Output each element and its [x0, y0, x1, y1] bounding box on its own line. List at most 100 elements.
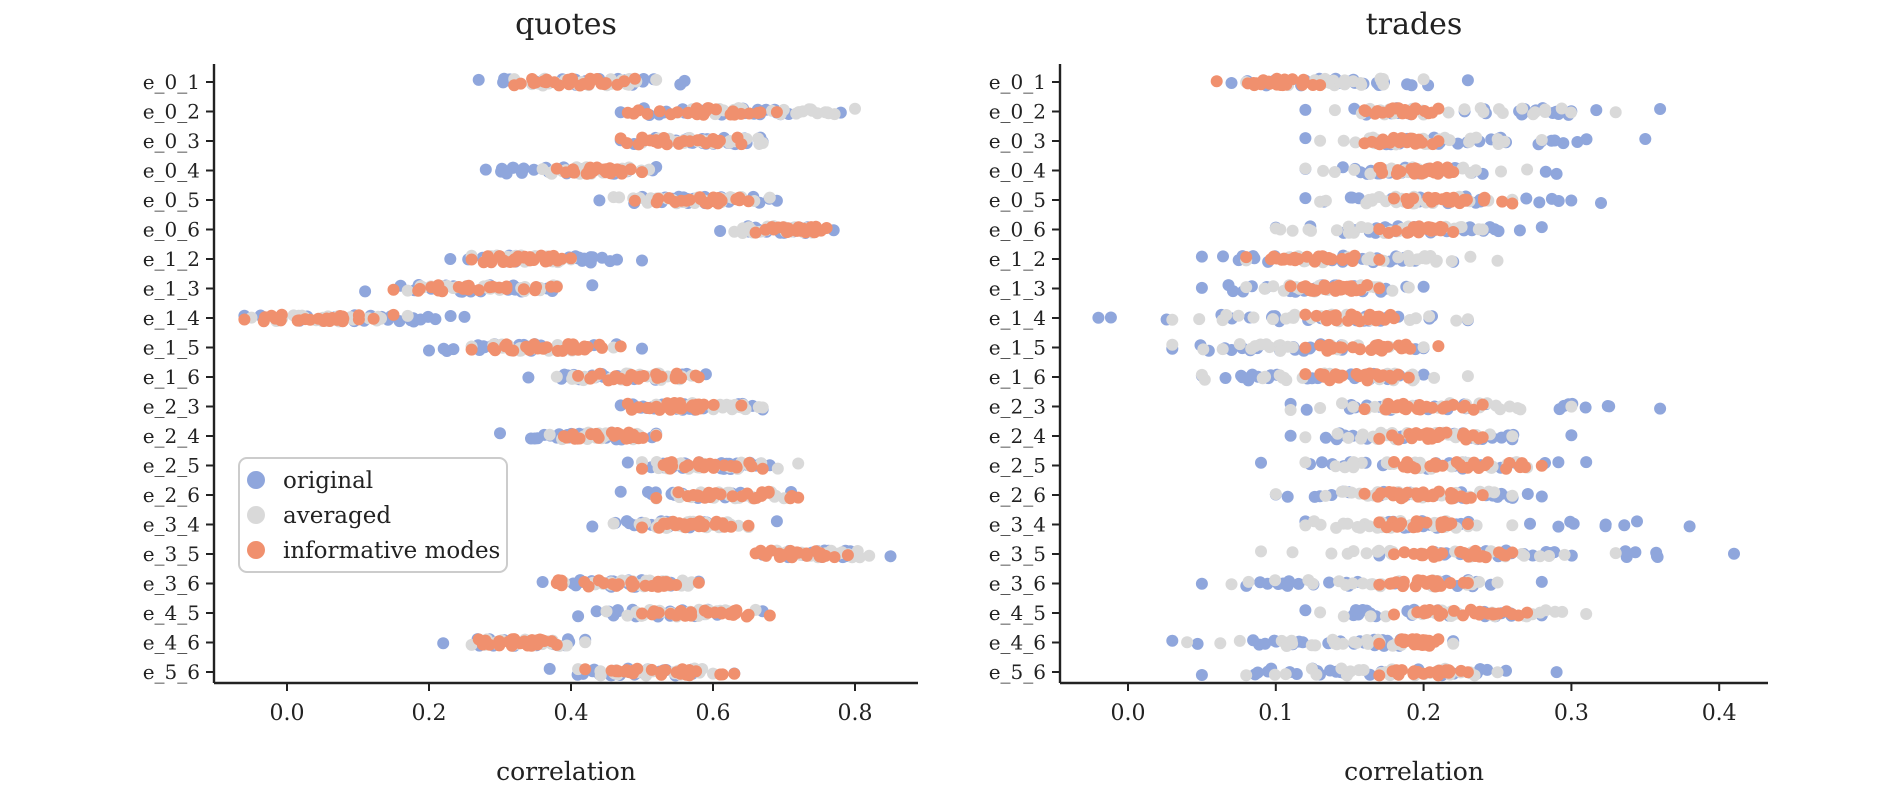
- point-averaged-e_1_5: [1197, 343, 1210, 356]
- point-averaged-e_3_4: [1341, 517, 1354, 530]
- point-informative-modes-e_3_4: [636, 521, 648, 534]
- y-tick-label: e_4_6: [143, 631, 200, 655]
- point-informative-modes-e_1_5: [1395, 342, 1408, 355]
- point-averaged-e_0_5: [1360, 197, 1373, 210]
- point-informative-modes-e_2_6: [1422, 490, 1434, 503]
- point-informative-modes-e_2_4: [590, 427, 603, 440]
- point-original-e_2_4: [528, 432, 541, 445]
- y-tick-label: e_3_6: [143, 572, 200, 596]
- point-informative-modes-e_4_5: [1388, 608, 1400, 621]
- point-informative-modes-e_1_3: [457, 282, 470, 295]
- point-informative-modes-e_3_6: [1373, 578, 1386, 591]
- point-original-e_0_5: [1565, 194, 1578, 207]
- point-averaged-e_1_5: [1249, 340, 1262, 353]
- point-informative-modes-e_0_5: [1460, 193, 1473, 206]
- point-original-e_4_5: [590, 605, 603, 618]
- point-informative-modes-e_0_2: [1405, 108, 1418, 121]
- point-informative-modes-e_0_2: [671, 106, 684, 119]
- x-axis-label: correlation: [1344, 757, 1484, 786]
- point-informative-modes-e_0_1: [537, 75, 550, 88]
- legend-label: informative modes: [283, 538, 500, 564]
- point-informative-modes-e_2_4: [650, 429, 663, 442]
- x-tick-label: 0.4: [1702, 701, 1737, 726]
- point-informative-modes-e_5_6: [683, 664, 696, 677]
- point-informative-modes-e_5_6: [612, 665, 625, 678]
- point-informative-modes-e_2_6: [704, 490, 717, 503]
- point-original-e_4_6: [1166, 634, 1179, 647]
- point-informative-modes-e_5_6: [1441, 665, 1454, 678]
- point-informative-modes-e_0_4: [1431, 161, 1444, 174]
- point-informative-modes-e_2_6: [784, 492, 797, 505]
- point-averaged-e_0_3: [1535, 134, 1548, 146]
- point-averaged-e_2_4: [1356, 428, 1369, 441]
- x-tick-label: 0.6: [696, 701, 731, 726]
- point-original-e_0_3: [1557, 137, 1570, 150]
- point-informative-modes-e_2_4: [1386, 429, 1399, 442]
- point-informative-modes-e_3_5: [1417, 549, 1430, 562]
- point-informative-modes-e_2_5: [1388, 456, 1400, 468]
- point-informative-modes-e_2_6: [726, 490, 739, 503]
- point-averaged-e_1_4: [1279, 312, 1292, 325]
- point-original-e_1_5: [423, 344, 435, 357]
- point-original-e_0_1: [1225, 77, 1238, 89]
- point-informative-modes-e_1_2: [1322, 252, 1335, 264]
- point-informative-modes-e_1_4: [1370, 310, 1383, 323]
- x-tick-label: 0.2: [412, 701, 447, 726]
- point-original-e_3_4: [623, 517, 636, 530]
- point-informative-modes-e_1_3: [517, 283, 530, 296]
- y-tick-label: e_2_6: [143, 483, 200, 507]
- point-averaged-e_3_6: [1242, 575, 1255, 588]
- point-averaged-e_0_4: [1299, 162, 1312, 175]
- point-informative-modes-e_4_5: [1436, 607, 1449, 620]
- point-informative-modes-e_0_1: [1276, 79, 1289, 92]
- point-averaged-e_4_5: [1337, 610, 1350, 623]
- point-informative-modes-e_0_2: [1359, 105, 1372, 118]
- point-informative-modes-e_2_5: [743, 456, 756, 469]
- point-original-e_3_4: [770, 515, 783, 528]
- point-informative-modes-e_2_3: [1467, 403, 1480, 416]
- point-informative-modes-e_2_5: [1481, 456, 1494, 469]
- point-informative-modes-e_1_4: [1299, 308, 1312, 321]
- y-tick-label: e_1_4: [143, 306, 200, 330]
- point-original-e_3_4: [1618, 519, 1631, 532]
- point-averaged-e_0_2: [804, 103, 817, 116]
- point-informative-modes-e_2_3: [1397, 402, 1410, 415]
- point-original-e_3_4: [1564, 515, 1577, 528]
- point-informative-modes-e_3_4: [709, 518, 722, 531]
- point-informative-modes-e_5_6: [631, 662, 644, 675]
- point-original-e_1_3: [359, 285, 372, 298]
- point-averaged-e_2_3: [1336, 397, 1348, 410]
- point-informative-modes-e_2_6: [748, 492, 761, 505]
- x-tick-label: 0.0: [1111, 701, 1146, 726]
- point-original-e_3_4: [1524, 517, 1536, 530]
- point-averaged-e_1_4: [1423, 310, 1436, 323]
- y-tick-label: e_1_4: [989, 306, 1046, 330]
- point-informative-modes-e_3_6: [1457, 576, 1470, 589]
- point-averaged-e_3_5: [851, 545, 864, 557]
- point-original-e_3_4: [586, 520, 599, 533]
- point-informative-modes-e_2_3: [697, 398, 710, 411]
- point-informative-modes-e_3_5: [1388, 548, 1400, 561]
- point-averaged-e_0_2: [1527, 108, 1540, 121]
- y-tick-label: e_2_4: [989, 424, 1046, 448]
- point-informative-modes-e_2_3: [1380, 403, 1393, 416]
- point-original-e_1_4: [444, 310, 457, 322]
- point-original-e_4_6: [1259, 637, 1272, 650]
- point-informative-modes-e_3_4: [1391, 520, 1404, 533]
- point-original-e_0_4: [527, 163, 540, 176]
- point-informative-modes-e_0_6: [759, 223, 772, 236]
- point-informative-modes-e_4_5: [664, 607, 677, 620]
- point-averaged-e_0_4: [1348, 163, 1361, 176]
- y-tick-label: e_1_6: [143, 365, 200, 389]
- point-original-e_1_4: [458, 310, 471, 323]
- point-informative-modes-e_0_3: [621, 137, 633, 150]
- point-informative-modes-e_0_3: [649, 134, 662, 147]
- point-informative-modes-e_0_2: [697, 108, 710, 121]
- point-averaged-e_4_6: [1214, 637, 1227, 650]
- y-tick-label: e_4_5: [989, 601, 1046, 625]
- point-original-e_3_4: [1552, 520, 1565, 533]
- point-informative-modes-e_4_6: [1373, 637, 1386, 650]
- point-original-e_0_6: [1513, 224, 1526, 237]
- point-averaged-e_4_5: [1580, 608, 1593, 620]
- point-informative-modes-e_2_6: [672, 486, 685, 499]
